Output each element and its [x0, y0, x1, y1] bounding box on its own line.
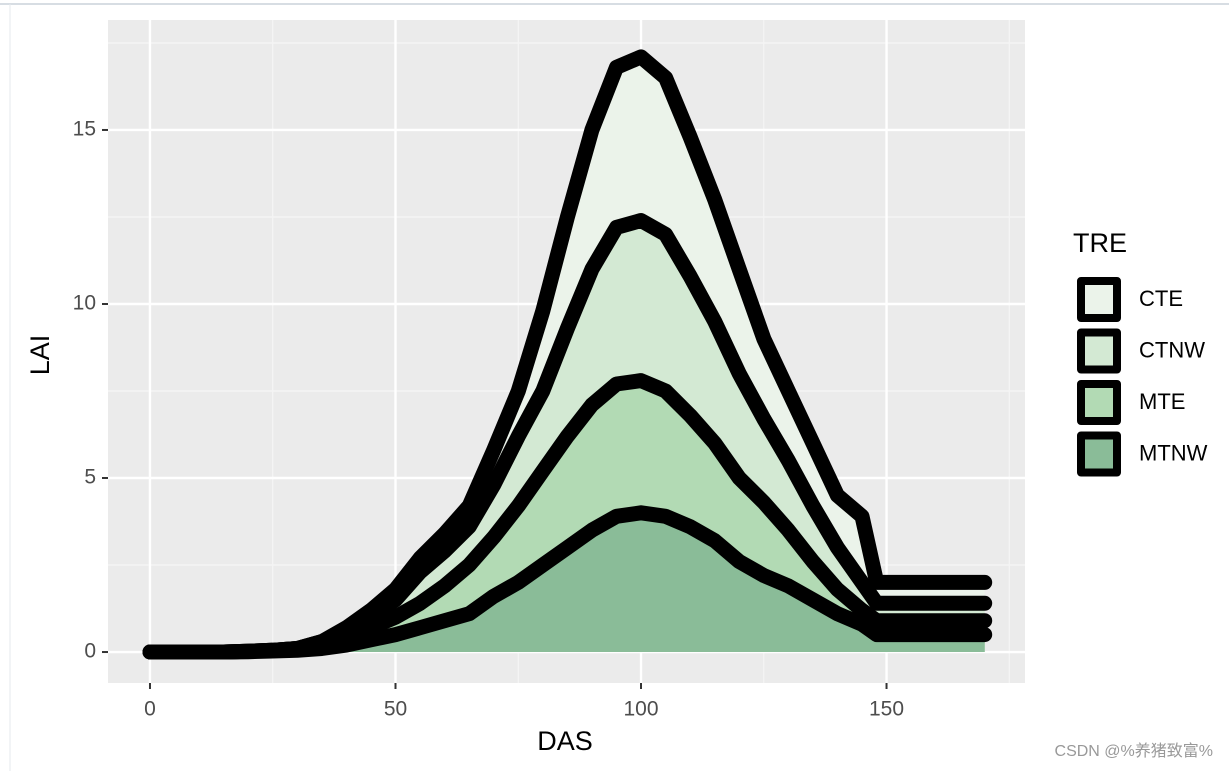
legend-label: CTNW — [1139, 337, 1205, 362]
legend-label: MTNW — [1139, 440, 1208, 465]
x-tick-label: 100 — [623, 698, 658, 721]
y-axis-title: LAI — [25, 335, 55, 376]
legend-key — [1077, 277, 1121, 322]
area — [150, 512, 985, 653]
plot — [142, 49, 993, 660]
x-tick-label: 150 — [869, 698, 904, 721]
legend-title: TRE — [1073, 228, 1127, 258]
watermark: CSDN @%养猪致富% — [1055, 742, 1213, 760]
legend-key — [1077, 328, 1121, 374]
legend: TRE CTE CTNW MTE MTNW — [1073, 228, 1208, 477]
legend-label: CTE — [1139, 286, 1183, 311]
outline — [142, 505, 993, 660]
y-tick-label: 0 — [84, 640, 96, 663]
y-tick-label: 15 — [73, 118, 96, 141]
legend-key — [1077, 380, 1121, 425]
y-tick-label: 5 — [84, 466, 96, 489]
x-tick-label: 50 — [384, 698, 407, 721]
x-tick-label: 0 — [144, 698, 156, 721]
legend-label: MTE — [1139, 389, 1185, 414]
y-tick-label: 10 — [73, 292, 96, 315]
legend-key — [1077, 431, 1121, 477]
x-axis-title: DAS — [537, 726, 593, 756]
